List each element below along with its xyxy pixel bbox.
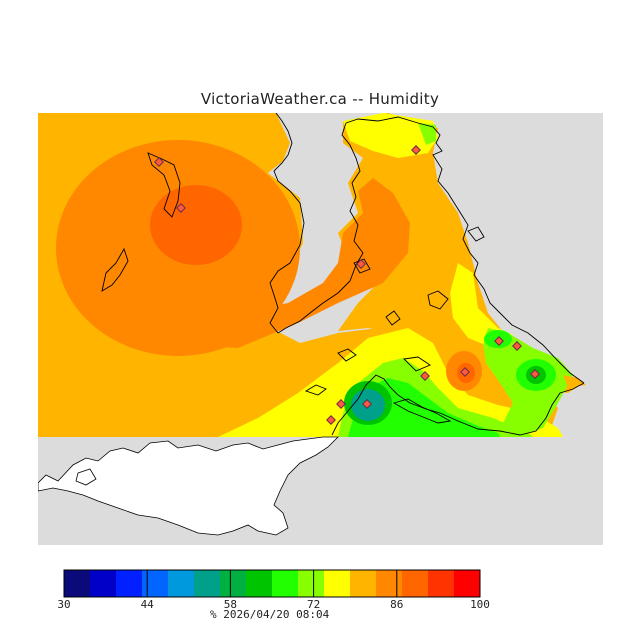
legend-swatch [428, 570, 455, 597]
zone-82-east [338, 113, 583, 393]
legend-tick-label: 30 [57, 598, 70, 608]
station-marker[interactable] [326, 415, 336, 425]
legend-timestamp: 2026/04/20 08:04 [223, 608, 330, 621]
legend-swatch [272, 570, 299, 597]
legend-tick-label: 44 [141, 598, 155, 608]
station-marker[interactable] [512, 341, 522, 351]
zone-82-cape [563, 375, 586, 387]
zone-78-ridge [450, 263, 513, 348]
station-marker[interactable] [154, 157, 164, 167]
legend-swatch [90, 570, 117, 597]
stations [154, 145, 540, 425]
legend-tick-label: 100 [470, 598, 490, 608]
legend-tick-label: 86 [390, 598, 403, 608]
station-marker[interactable] [411, 145, 421, 155]
legend-footer: % 2026/04/20 08:04 [210, 608, 329, 621]
humidity-map [38, 113, 603, 545]
legend-swatch [220, 570, 247, 597]
station-marker[interactable] [420, 371, 430, 381]
legend-swatch [142, 570, 169, 597]
legend-swatch [402, 570, 429, 597]
station-marker[interactable] [362, 399, 372, 409]
humidity-legend: 30 44 58 72 86 100 [57, 569, 490, 608]
humidity-field [38, 113, 586, 437]
land-south [38, 436, 339, 536]
island-south-west [75, 468, 97, 486]
legend-swatches [63, 569, 481, 598]
legend-swatch [454, 570, 481, 597]
legend-swatch [324, 570, 351, 597]
legend-tick-label: 58 [224, 598, 237, 608]
legend-swatch [168, 570, 195, 597]
station-marker[interactable] [176, 203, 186, 213]
legend-swatch [298, 570, 325, 597]
legend-swatch [376, 570, 403, 597]
legend-frame [63, 569, 481, 598]
legend-swatch [194, 570, 221, 597]
legend-swatch [350, 570, 377, 597]
zone-72-green-north [418, 123, 436, 145]
legend-tick-label: 72 [307, 598, 320, 608]
station-marker[interactable] [530, 369, 540, 379]
zone-78-north [343, 113, 438, 158]
legend-swatch [64, 570, 91, 597]
station-marker[interactable] [494, 336, 504, 346]
legend-swatch [246, 570, 273, 597]
coastlines [101, 113, 585, 436]
legend-ticks: 30 44 58 72 86 100 [57, 570, 490, 608]
map-title: VictoriaWeather.ca -- Humidity [200, 90, 440, 108]
station-marker[interactable] [336, 399, 346, 409]
legend-unit: % [210, 608, 217, 621]
zone-90-core [150, 185, 242, 265]
station-marker[interactable] [356, 259, 366, 269]
legend-swatch [116, 570, 143, 597]
station-marker[interactable] [460, 367, 470, 377]
